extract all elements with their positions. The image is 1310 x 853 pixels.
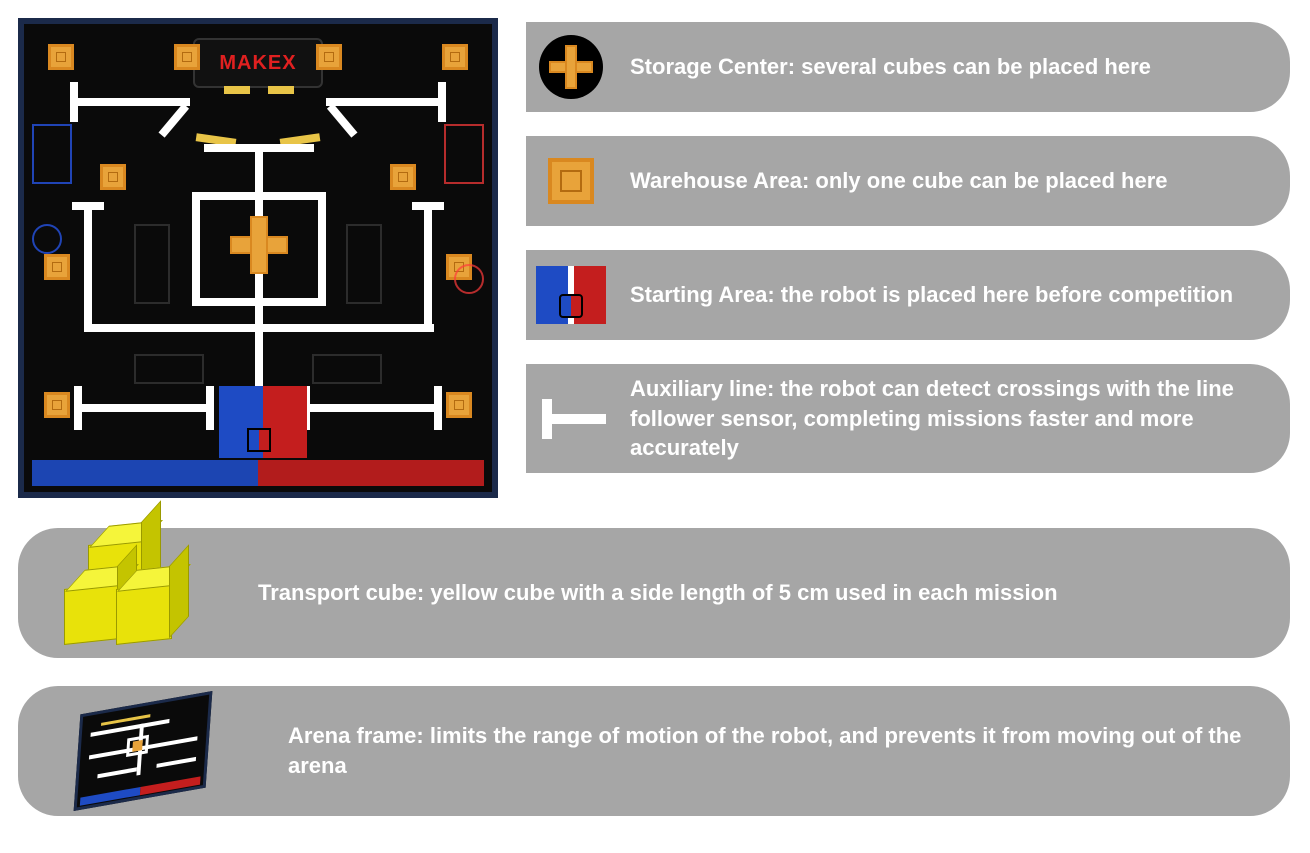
- legend-bottom: Transport cube: yellow cube with a side …: [0, 498, 1310, 816]
- legend-transport-text: Transport cube: yellow cube with a side …: [258, 578, 1058, 608]
- legend-storage: Storage Center: several cubes can be pla…: [526, 22, 1290, 112]
- legend-frame-text: Arena frame: limits the range of motion …: [288, 721, 1250, 780]
- legend-starting-text: Starting Area: the robot is placed here …: [630, 280, 1233, 310]
- makex-logo: MAKEX: [193, 38, 323, 88]
- warehouse-area-icon: [536, 146, 606, 216]
- legend-warehouse: Warehouse Area: only one cube can be pla…: [526, 136, 1290, 226]
- legend-storage-text: Storage Center: several cubes can be pla…: [630, 52, 1151, 82]
- legend-starting: Starting Area: the robot is placed here …: [526, 250, 1290, 340]
- legend-warehouse-text: Warehouse Area: only one cube can be pla…: [630, 166, 1168, 196]
- legend-right: Storage Center: several cubes can be pla…: [526, 18, 1290, 498]
- arena-map: MAKEX: [18, 18, 498, 498]
- legend-auxiliary: Auxiliary line: the robot can detect cro…: [526, 364, 1290, 473]
- auxiliary-line-icon: [536, 384, 606, 454]
- transport-cube-icon: [58, 538, 198, 648]
- legend-frame: Arena frame: limits the range of motion …: [18, 686, 1290, 816]
- storage-center-icon: [536, 32, 606, 102]
- legend-transport: Transport cube: yellow cube with a side …: [18, 528, 1290, 658]
- arena-frame-icon: [58, 696, 228, 806]
- legend-auxiliary-text: Auxiliary line: the robot can detect cro…: [630, 374, 1250, 463]
- starting-area-icon: [536, 260, 606, 330]
